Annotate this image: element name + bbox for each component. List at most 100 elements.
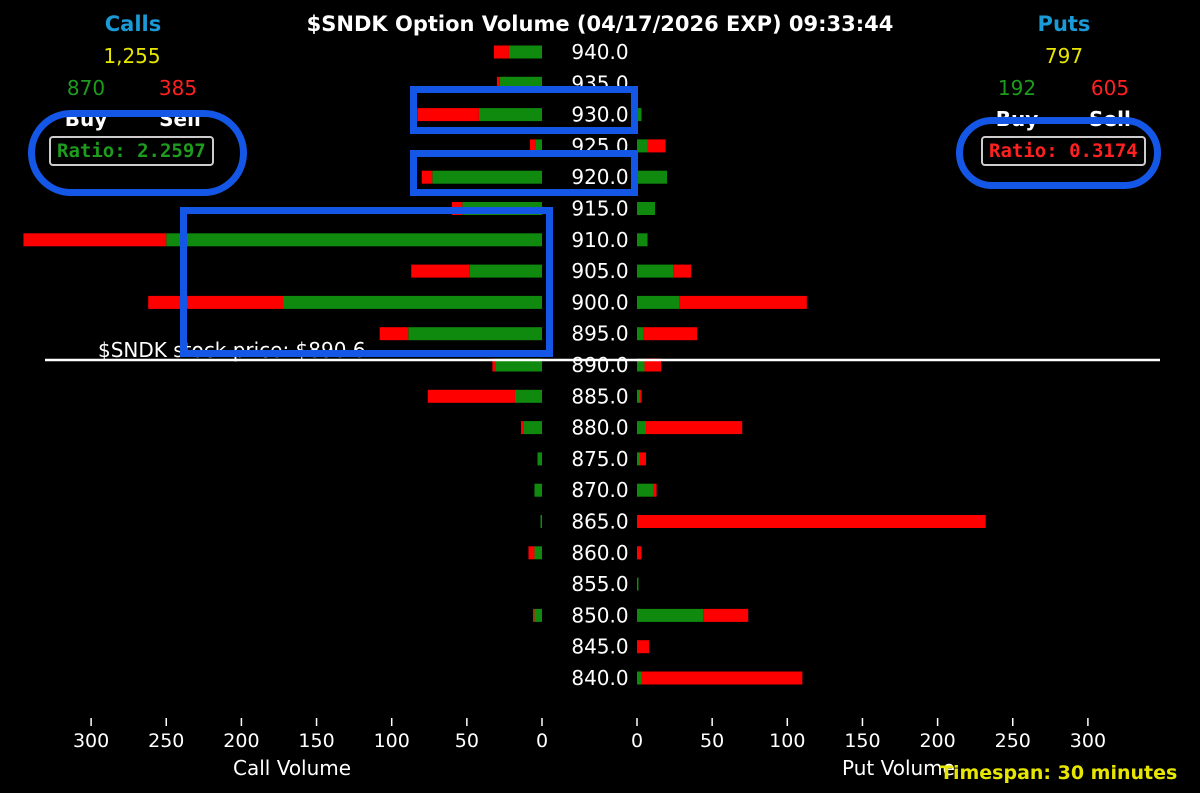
put-tick-label: 0 (631, 730, 643, 752)
put-buy-bar (637, 139, 648, 153)
call-buy-bar (523, 421, 542, 435)
call-volume-axis-label: Call Volume (233, 756, 352, 780)
strike-label: 845.0 (571, 635, 628, 659)
puts-buy-count: 192 (997, 76, 1037, 100)
put-buy-bar (637, 389, 641, 403)
put-sell-bar (637, 515, 986, 528)
put-sell-bar (644, 358, 662, 372)
call-tick-label: 0 (536, 730, 548, 752)
put-sell-bar (640, 452, 647, 466)
put-sell-bar (646, 421, 743, 435)
calls-heading: Calls (104, 12, 162, 36)
puts-total: 797 (1044, 44, 1084, 68)
put-buy-bar (637, 108, 642, 122)
strike-label: 885.0 (571, 384, 628, 408)
call-sell-bar (379, 327, 409, 341)
call-sell-bar (23, 233, 167, 247)
strike-label: 850.0 (571, 603, 628, 627)
call-tick-label: 100 (374, 730, 410, 752)
chart-title: $SNDK Option Volume (04/17/2026 EXP) 09:… (306, 12, 894, 36)
put-sell-bar (679, 295, 807, 309)
call-buy-bar (469, 264, 542, 278)
strike-label: 860.0 (571, 541, 628, 565)
put-sell-bar (641, 671, 803, 685)
put-sell-bar (637, 640, 650, 654)
call-sell-bar (421, 170, 433, 184)
put-sell-bar (653, 483, 657, 497)
call-buy-bar (432, 170, 542, 184)
calls-buy-count: 870 (66, 76, 106, 100)
strike-label: 910.0 (571, 228, 628, 252)
strike-label: 855.0 (571, 572, 628, 596)
put-tick-label: 50 (700, 730, 724, 752)
put-tick-label: 100 (769, 730, 805, 752)
call-sell-bar (529, 139, 536, 153)
put-buy-bar (637, 233, 648, 247)
put-buy-bar (637, 358, 645, 372)
call-sell-bar (520, 421, 524, 435)
put-buy-bar (637, 327, 644, 341)
put-buy-bar (637, 295, 680, 309)
put-sell-bar (643, 327, 698, 341)
call-tick-label: 300 (73, 730, 109, 752)
call-sell-bar (411, 264, 470, 278)
put-sell-bar (647, 139, 666, 153)
put-buy-bar (637, 202, 656, 215)
strike-label: 900.0 (571, 290, 628, 314)
put-tick-label: 300 (1070, 730, 1106, 752)
put-buy-bar (637, 671, 642, 685)
put-buy-bar (637, 608, 704, 622)
call-buy-bar (540, 515, 542, 528)
highlight-puts-ratio (956, 117, 1161, 189)
call-sell-bar (496, 76, 500, 90)
highlight-strike-920 (410, 150, 638, 196)
call-tick-label: 250 (148, 730, 184, 752)
call-sell-bar (427, 389, 515, 403)
call-buy-bar (166, 233, 542, 247)
calls-ratio-badge: Ratio: 2.2597 (49, 136, 214, 166)
strike-label: 870.0 (571, 478, 628, 502)
highlight-strikes-910-895 (180, 207, 553, 357)
timespan-label: Timespan: 30 minutes (940, 762, 1178, 784)
call-tick-label: 200 (223, 730, 259, 752)
call-buy-bar (478, 108, 542, 122)
strike-label: 940.0 (571, 40, 628, 64)
call-buy-bar (408, 327, 542, 341)
call-sell-bar (532, 608, 535, 622)
strike-label: 875.0 (571, 447, 628, 471)
put-buy-bar (637, 483, 654, 497)
call-buy-bar (534, 546, 542, 560)
puts-heading: Puts (1037, 12, 1091, 36)
put-sell-bar (673, 264, 692, 278)
put-buy-bar (637, 421, 647, 435)
call-sell-bar (528, 546, 535, 560)
put-tick-label: 150 (844, 730, 880, 752)
strike-label: 930.0 (571, 103, 628, 127)
call-buy-bar (534, 608, 542, 622)
strike-label: 905.0 (571, 259, 628, 283)
call-sell-bar (493, 45, 509, 59)
strike-label: 890.0 (571, 353, 628, 377)
strike-label: 840.0 (571, 666, 628, 690)
put-buy-bar (637, 170, 668, 184)
put-sell-bar (703, 608, 749, 622)
call-buy-bar (514, 389, 542, 403)
strike-label: 865.0 (571, 510, 628, 534)
put-sell-bar (640, 389, 642, 403)
bars-layer (23, 45, 986, 685)
call-tick-label: 50 (455, 730, 479, 752)
put-tick-label: 200 (919, 730, 955, 752)
strike-label: 895.0 (571, 322, 628, 346)
put-sell-bar (637, 546, 642, 560)
call-buy-bar (283, 295, 542, 309)
call-sell-bar (417, 108, 479, 122)
put-volume-axis-label: Put Volume (842, 756, 955, 780)
put-buy-bar (637, 577, 639, 591)
strike-label: 915.0 (571, 197, 628, 221)
puts-ratio-badge: Ratio: 0.3174 (981, 136, 1146, 166)
strike-label: 880.0 (571, 416, 628, 440)
put-buy-bar (637, 264, 674, 278)
highlight-strike-930 (410, 86, 638, 134)
strike-labels: 940.0935.0930.0925.0920.0915.0910.0905.0… (571, 40, 628, 690)
